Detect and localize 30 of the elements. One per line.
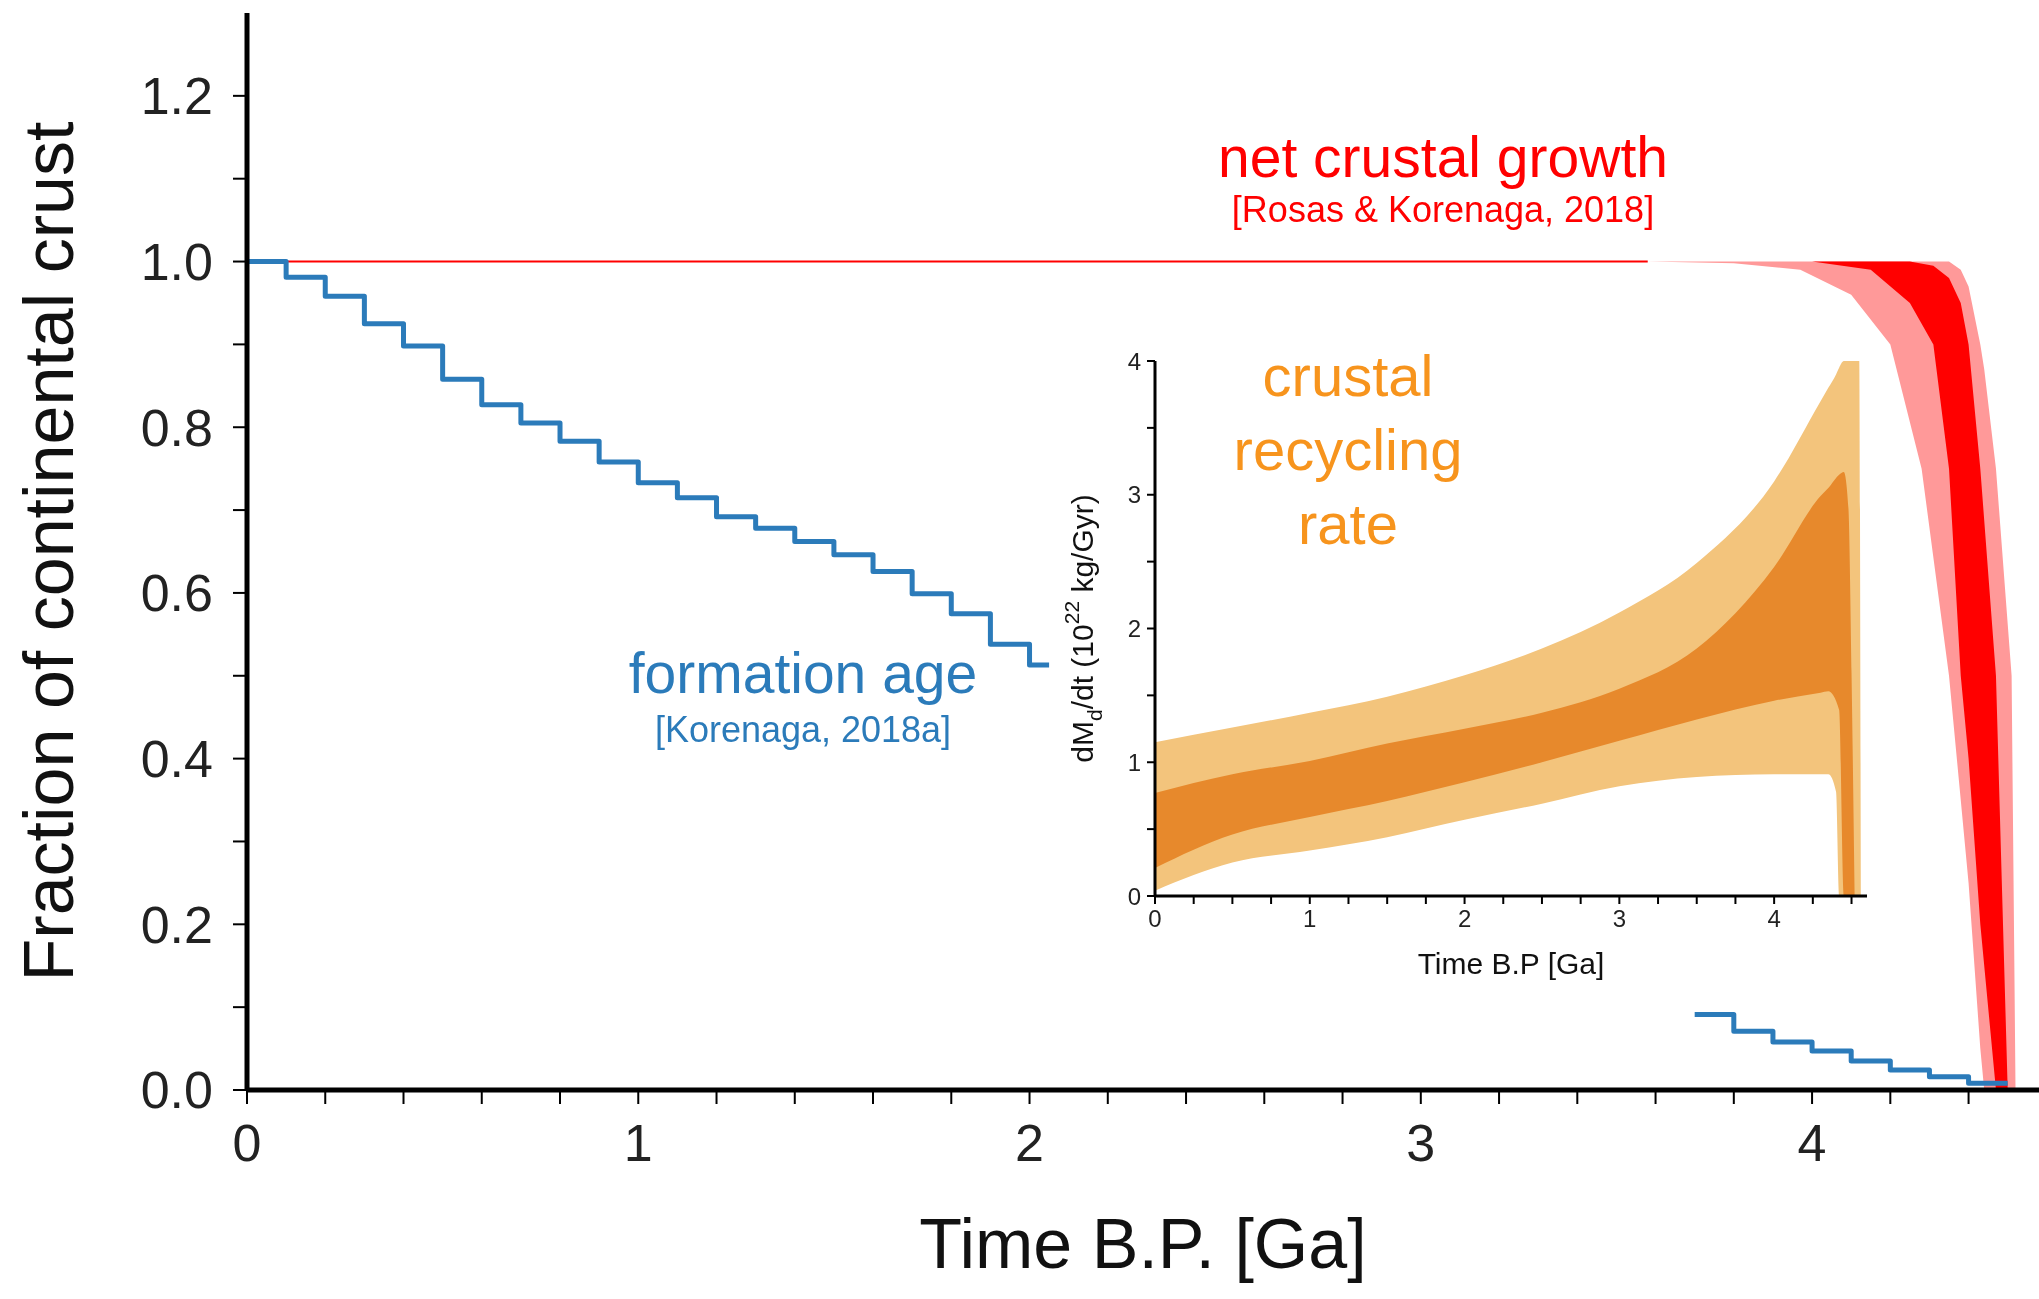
y-tick-label: 3: [1127, 481, 1141, 509]
x-tick-label: 0: [232, 1113, 262, 1172]
series-label: formation age: [628, 641, 978, 706]
annotation: crustal recycling rate: [1233, 343, 1463, 557]
x-axis-title: Time B.P. [Ga]: [919, 1205, 1367, 1284]
x-tick-label: 2: [1457, 905, 1472, 933]
x-tick-label: 3: [1612, 905, 1627, 933]
y-tick-label: 0.0: [140, 1061, 213, 1120]
y-tick-label: 1.0: [140, 233, 213, 291]
x-tick-label: 4: [1797, 1113, 1827, 1172]
y-tick-label: 2: [1127, 615, 1141, 643]
annotation: [Korenaga, 2018a]: [654, 708, 952, 750]
x-tick-label: 1: [1303, 905, 1317, 933]
y-tick-label: 0.8: [140, 398, 213, 457]
x-tick-label: 0: [1148, 905, 1162, 933]
y-tick-label: 0.2: [140, 895, 213, 954]
y-tick-label: 4: [1127, 347, 1141, 375]
y-tick-label: 1: [1127, 748, 1141, 776]
y-axis-title: Fraction of continental crust: [10, 121, 89, 982]
x-tick-label: 1: [623, 1113, 653, 1172]
annotation: [Rosas & Korenaga, 2018]: [1231, 188, 1655, 230]
x-axis-title: Time B.P [Ga]: [1417, 946, 1605, 980]
x-tick-label: 3: [1406, 1113, 1436, 1172]
y-tick-label: 0: [1127, 882, 1141, 910]
y-tick-label: 0.6: [140, 564, 213, 623]
x-tick-label: 2: [1015, 1113, 1044, 1172]
series-label: net crustal growth: [1218, 125, 1668, 190]
x-tick-label: 4: [1767, 905, 1781, 933]
y-tick-label: 0.4: [140, 730, 213, 789]
y-tick-label: 1.2: [140, 67, 213, 126]
